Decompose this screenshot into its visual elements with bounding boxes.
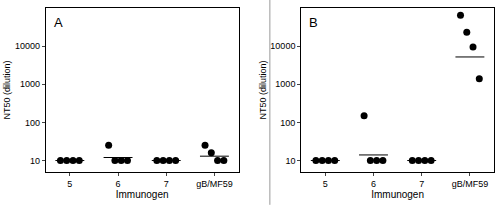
svg-text:NT50 (dilution): NT50 (dilution)	[258, 60, 268, 119]
svg-text:7: 7	[419, 179, 424, 189]
svg-text:1000: 1000	[20, 79, 40, 89]
svg-text:Immunogen: Immunogen	[116, 189, 169, 200]
svg-text:10000: 10000	[15, 41, 40, 51]
svg-text:10: 10	[30, 156, 40, 166]
svg-text:A: A	[54, 15, 63, 30]
svg-text:5: 5	[323, 179, 328, 189]
svg-text:6: 6	[371, 179, 376, 189]
svg-text:Immunogen: Immunogen	[371, 189, 424, 200]
svg-text:gB/MF59: gB/MF59	[196, 179, 233, 189]
svg-text:10000: 10000	[270, 41, 295, 51]
svg-text:6: 6	[116, 179, 121, 189]
svg-text:B: B	[309, 15, 318, 30]
svg-text:gB/MF59: gB/MF59	[452, 179, 489, 189]
svg-text:10: 10	[285, 156, 295, 166]
svg-text:7: 7	[164, 179, 169, 189]
svg-text:NT50 (dilution): NT50 (dilution)	[2, 60, 12, 119]
svg-text:1000: 1000	[275, 79, 295, 89]
svg-text:100: 100	[280, 118, 295, 128]
svg-text:100: 100	[25, 118, 40, 128]
svg-text:5: 5	[67, 179, 72, 189]
